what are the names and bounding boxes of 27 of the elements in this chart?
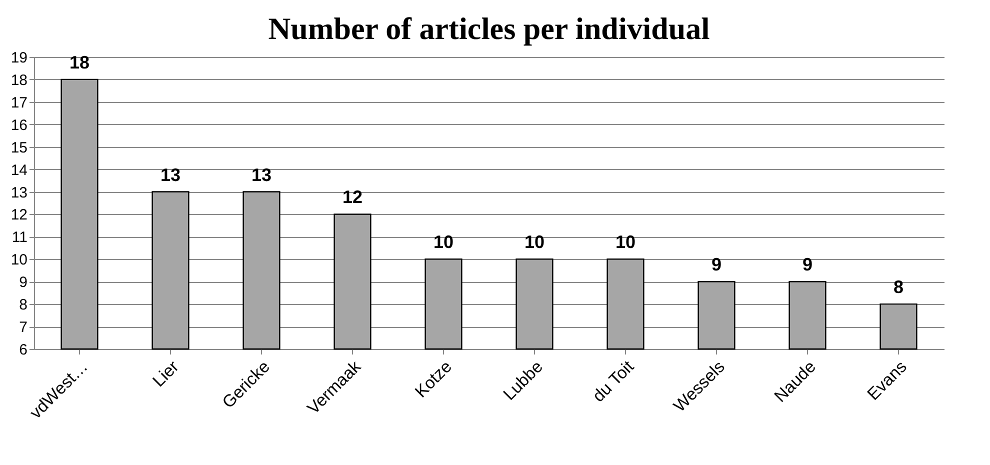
x-tick-label: du Toit (588, 356, 638, 406)
y-tick-label: 14 (10, 162, 28, 179)
y-tick-label: 18 (10, 72, 28, 89)
y-tick-label: 12 (10, 206, 28, 224)
data-label: 8 (893, 277, 904, 298)
y-tick-label: 6 (19, 342, 28, 358)
y-tick-label: 17 (10, 94, 28, 112)
data-label: 9 (711, 254, 722, 275)
data-label: 13 (160, 164, 181, 185)
data-label: 9 (802, 254, 813, 275)
y-tick-label: 19 (10, 50, 28, 66)
x-tick-label: Lier (149, 356, 183, 391)
data-label: 10 (433, 232, 454, 252)
chart-title: Number of articles per individual (268, 11, 710, 46)
y-tick-label: 16 (10, 116, 28, 134)
y-tick-label: 9 (19, 274, 28, 292)
data-label: 13 (251, 164, 272, 185)
y-tick-label: 8 (19, 296, 28, 314)
data-label: 10 (524, 232, 545, 252)
y-tick-label: 7 (19, 319, 28, 336)
data-label: 18 (69, 52, 90, 72)
y-tick-label: 13 (10, 184, 28, 202)
y-tick-label: 11 (12, 229, 28, 246)
data-label: 10 (615, 232, 636, 252)
data-label: 12 (342, 187, 363, 208)
y-tick-label: 15 (10, 139, 28, 156)
y-tick-label: 10 (10, 252, 28, 269)
